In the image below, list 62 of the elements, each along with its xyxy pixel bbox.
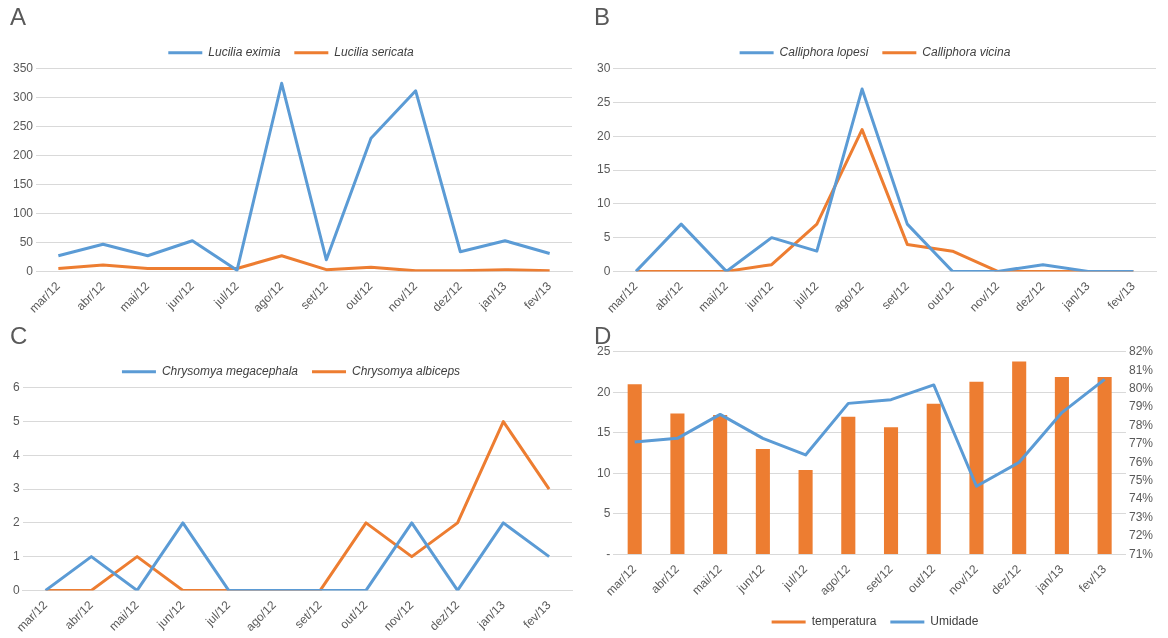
- legend-label: temperatura: [811, 614, 877, 629]
- y-tick-label: 200: [12, 147, 34, 162]
- legend-label: Chrysomya albiceps: [352, 364, 461, 379]
- y-tick-label: -: [606, 546, 611, 561]
- bar: [755, 449, 770, 554]
- y-tick-label: 150: [12, 176, 34, 191]
- y2-tick-label: 78%: [1128, 417, 1154, 432]
- bar: [670, 413, 685, 554]
- y-tick-label: 5: [12, 413, 20, 428]
- y-tick-label: 350: [12, 61, 34, 76]
- y-tick-label: 0: [26, 263, 34, 278]
- y-tick-label: 3: [12, 481, 20, 496]
- y-tick-label: 1: [12, 548, 20, 563]
- y-tick-label: 15: [596, 162, 611, 177]
- y2-tick-label: 76%: [1128, 454, 1154, 469]
- y-tick-label: 100: [12, 205, 34, 220]
- y2-tick-label: 75%: [1128, 473, 1154, 488]
- y2-tick-label: 71%: [1128, 546, 1154, 561]
- bar: [798, 470, 813, 554]
- legend-label: Chrysomya megacephala: [161, 364, 299, 379]
- y-tick-label: 300: [12, 90, 34, 105]
- legend-label: Umidade: [930, 614, 979, 629]
- y-tick-label: 20: [596, 384, 611, 399]
- chart-title: A: [10, 3, 27, 31]
- y-tick-label: 2: [12, 515, 20, 530]
- legend-label: Calliphora vicina: [922, 45, 1011, 60]
- bar: [841, 416, 856, 554]
- y-tick-label: 250: [12, 119, 34, 133]
- bar: [969, 381, 984, 554]
- bar: [1054, 376, 1069, 554]
- chart-title: B: [594, 3, 611, 31]
- y-tick-label: 0: [12, 582, 20, 597]
- y-tick-label: 5: [603, 506, 611, 521]
- y-tick-label: 20: [596, 128, 611, 143]
- y-tick-label: 50: [19, 234, 34, 249]
- legend-label: Lucilia eximia: [208, 45, 281, 60]
- y-tick-label: 10: [596, 196, 611, 211]
- y2-tick-label: 74%: [1128, 491, 1154, 506]
- bar: [627, 384, 642, 554]
- y2-tick-label: 72%: [1128, 528, 1154, 543]
- bar: [713, 415, 728, 554]
- y-tick-label: 30: [596, 61, 611, 76]
- legend-label: Calliphora lopesi: [779, 45, 869, 60]
- chart-title: C: [10, 322, 28, 350]
- bar: [926, 403, 941, 554]
- bar: [1097, 376, 1112, 554]
- y2-tick-label: 79%: [1128, 399, 1154, 414]
- y-tick-label: 6: [12, 380, 20, 395]
- y-tick-label: 5: [603, 229, 611, 244]
- y-tick-label: 10: [596, 465, 611, 480]
- y2-tick-label: 81%: [1128, 362, 1154, 377]
- y-tick-label: 15: [596, 425, 611, 440]
- y-tick-label: 4: [12, 447, 20, 462]
- bar: [1012, 361, 1027, 554]
- y2-tick-label: 80%: [1128, 380, 1154, 395]
- y2-tick-label: 82%: [1128, 344, 1154, 359]
- y-tick-label: 0: [603, 263, 611, 278]
- bar: [883, 427, 899, 554]
- legend-label: Lucilia sericata: [334, 45, 415, 60]
- y2-tick-label: 77%: [1128, 436, 1154, 451]
- y-tick-label: 25: [596, 94, 611, 109]
- y2-tick-label: 73%: [1128, 509, 1154, 524]
